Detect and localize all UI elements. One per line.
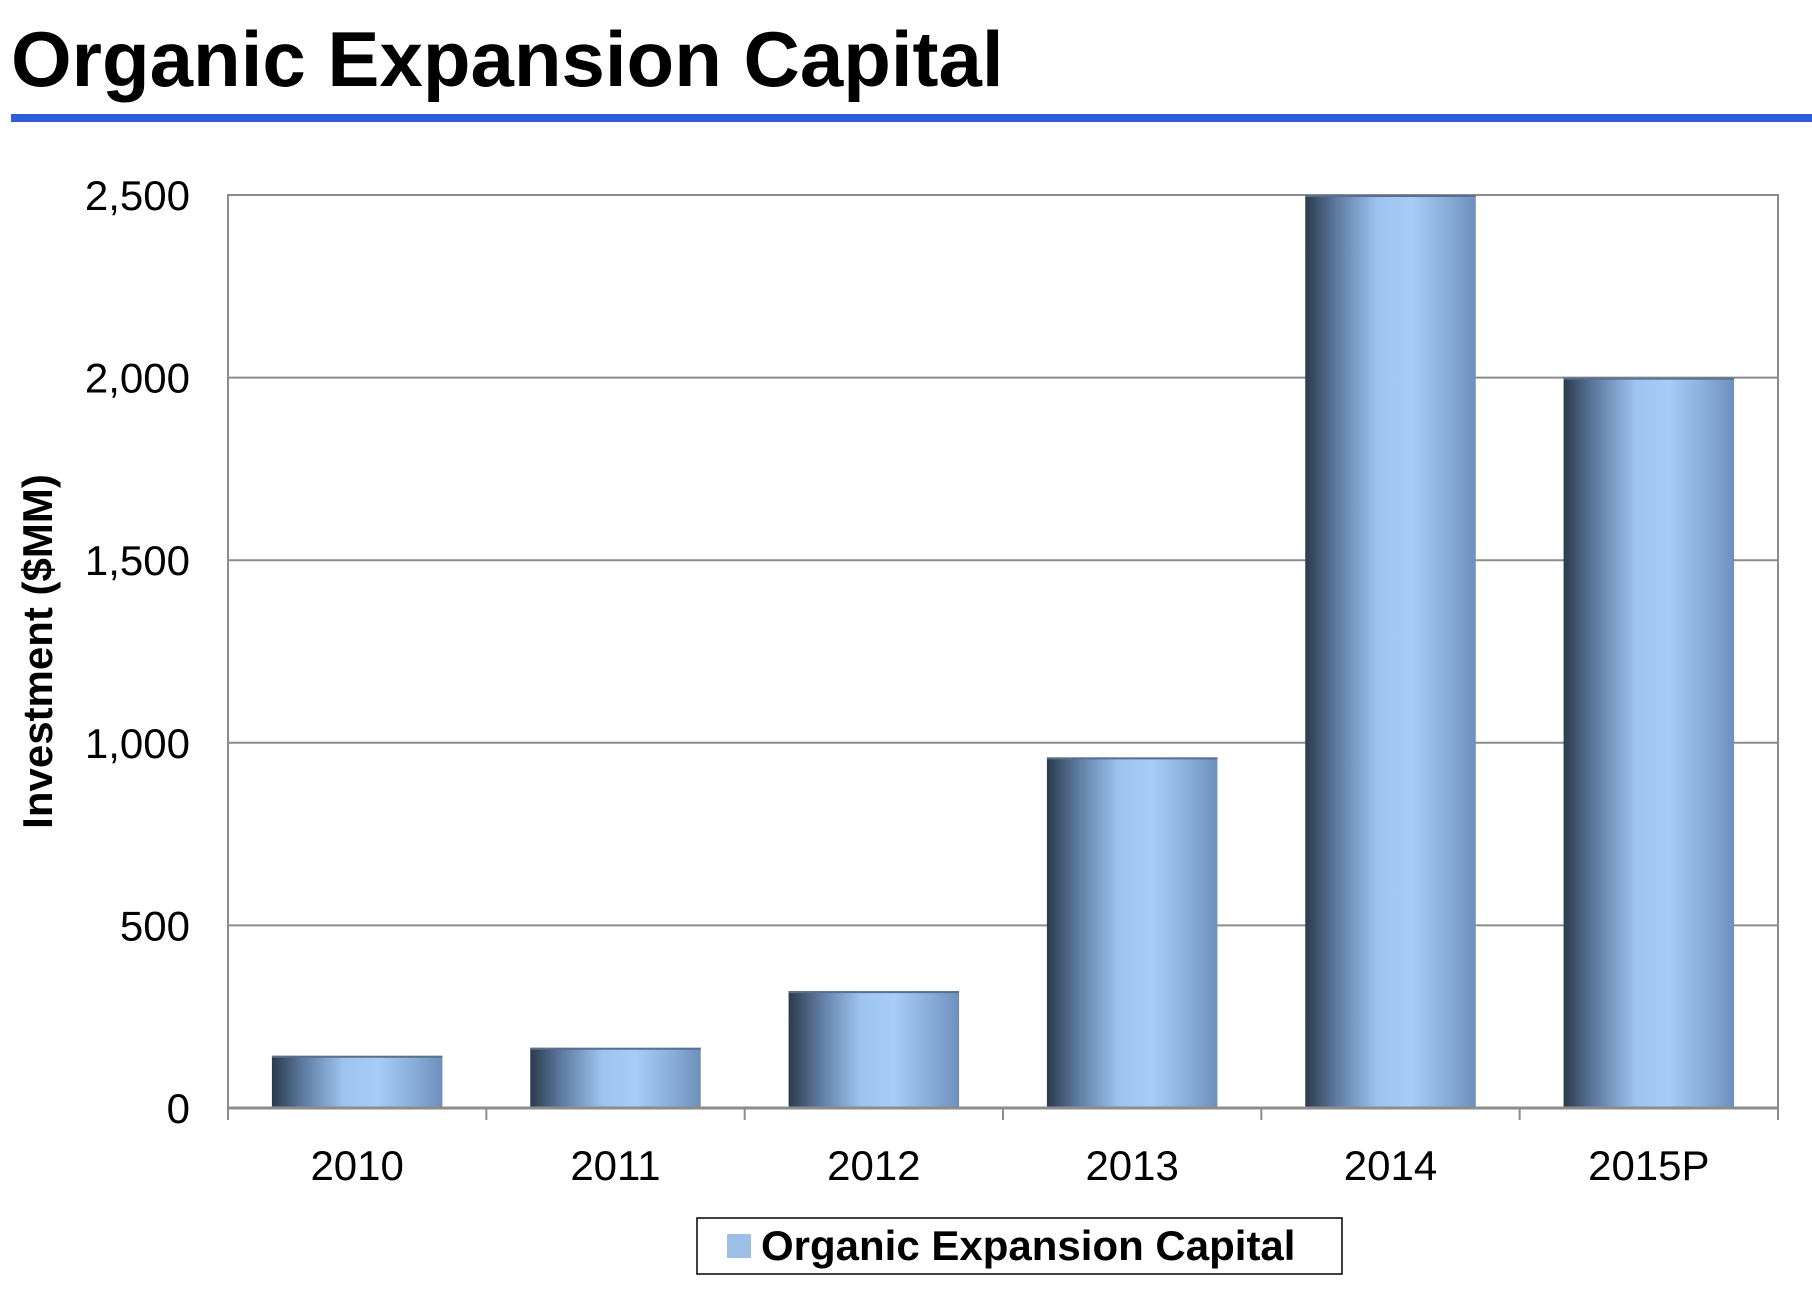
x-tick-label: 2010 bbox=[310, 1142, 403, 1189]
legend-swatch bbox=[727, 1234, 751, 1258]
y-tick-label: 1,500 bbox=[85, 537, 190, 584]
y-tick-label: 2,500 bbox=[85, 172, 190, 219]
bar bbox=[1563, 377, 1735, 1109]
bar bbox=[530, 1047, 701, 1108]
bars bbox=[271, 195, 1735, 1109]
x-tick-label: 2011 bbox=[570, 1142, 660, 1189]
x-tick-label: 2015P bbox=[1588, 1142, 1709, 1189]
page-title: Organic Expansion Capital bbox=[11, 15, 1004, 103]
y-tick-label: 2,000 bbox=[85, 355, 190, 402]
legend: Organic Expansion Capital bbox=[696, 1217, 1343, 1275]
x-tick-label: 2014 bbox=[1344, 1142, 1437, 1189]
x-tick-label: 2013 bbox=[1085, 1142, 1178, 1189]
bar bbox=[1305, 195, 1476, 1108]
legend-box bbox=[696, 1217, 1343, 1275]
x-tick-label: 2012 bbox=[827, 1142, 920, 1189]
bar bbox=[788, 991, 960, 1108]
gridlines bbox=[228, 194, 1778, 927]
y-axis-tick-labels: 0 500 1,000 1,500 2,000 2,500 bbox=[85, 172, 190, 1132]
bar bbox=[271, 1055, 443, 1108]
title-underline bbox=[11, 114, 1812, 122]
bar bbox=[1046, 757, 1218, 1108]
y-tick-label: 500 bbox=[120, 902, 190, 949]
x-axis: 2010 2011 2012 2013 2014 2015P bbox=[227, 1106, 1779, 1189]
plot-area-border bbox=[227, 194, 1779, 1109]
y-tick-label: 0 bbox=[167, 1085, 190, 1132]
legend-label: Organic Expansion Capital bbox=[761, 1222, 1295, 1269]
y-axis-title: Investment ($MM) bbox=[14, 474, 61, 829]
y-tick-label: 1,000 bbox=[85, 720, 190, 767]
